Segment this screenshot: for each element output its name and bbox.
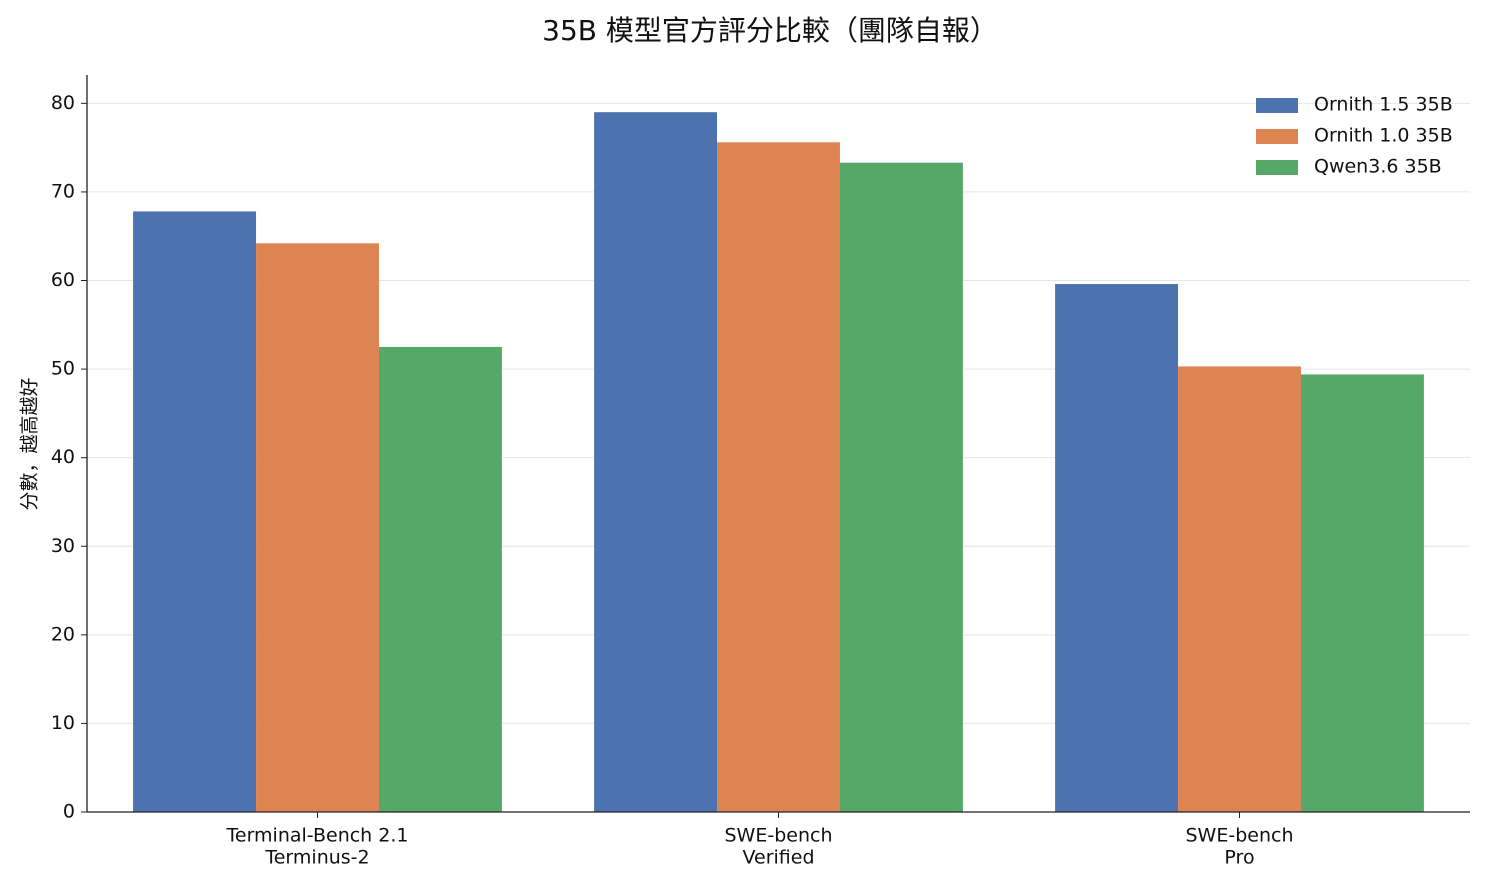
y-axis-label: 分數，越高越好 (19, 377, 41, 510)
y-tick-label: 10 (51, 712, 75, 734)
y-tick-label: 60 (51, 269, 75, 291)
x-tick-label: Verified (742, 847, 814, 869)
y-tick-label: 70 (51, 180, 75, 202)
bar (133, 211, 257, 812)
bar (1300, 374, 1424, 812)
legend-swatch (1256, 129, 1298, 144)
legend-swatch (1256, 98, 1298, 113)
bar (1055, 284, 1179, 813)
y-tick-label: 40 (51, 446, 75, 468)
bar (717, 142, 840, 812)
y-tick-label: 0 (63, 801, 75, 823)
x-tick-label: Terminus-2 (264, 847, 369, 869)
legend-label: Qwen3.6 35B (1314, 156, 1442, 178)
y-tick-label: 20 (51, 623, 75, 645)
y-tick-label: 30 (51, 535, 75, 557)
x-tick-label: SWE-bench (725, 825, 833, 847)
chart-title: 35B 模型官方評分比較（團隊自報） (542, 14, 998, 47)
x-tick-label: SWE-bench (1186, 825, 1294, 847)
legend-swatch (1256, 160, 1298, 175)
x-tick-label: Pro (1224, 847, 1254, 869)
bar (1178, 366, 1301, 812)
x-tick-label: Terminal-Bench 2.1 (226, 825, 409, 847)
bar (378, 346, 502, 812)
bar (839, 162, 963, 812)
y-tick-label: 80 (51, 92, 75, 114)
bar (594, 112, 718, 812)
legend-label: Ornith 1.5 35B (1314, 94, 1453, 116)
y-tick-label: 50 (51, 358, 75, 380)
bar (256, 243, 379, 812)
legend-label: Ornith 1.0 35B (1314, 125, 1453, 147)
